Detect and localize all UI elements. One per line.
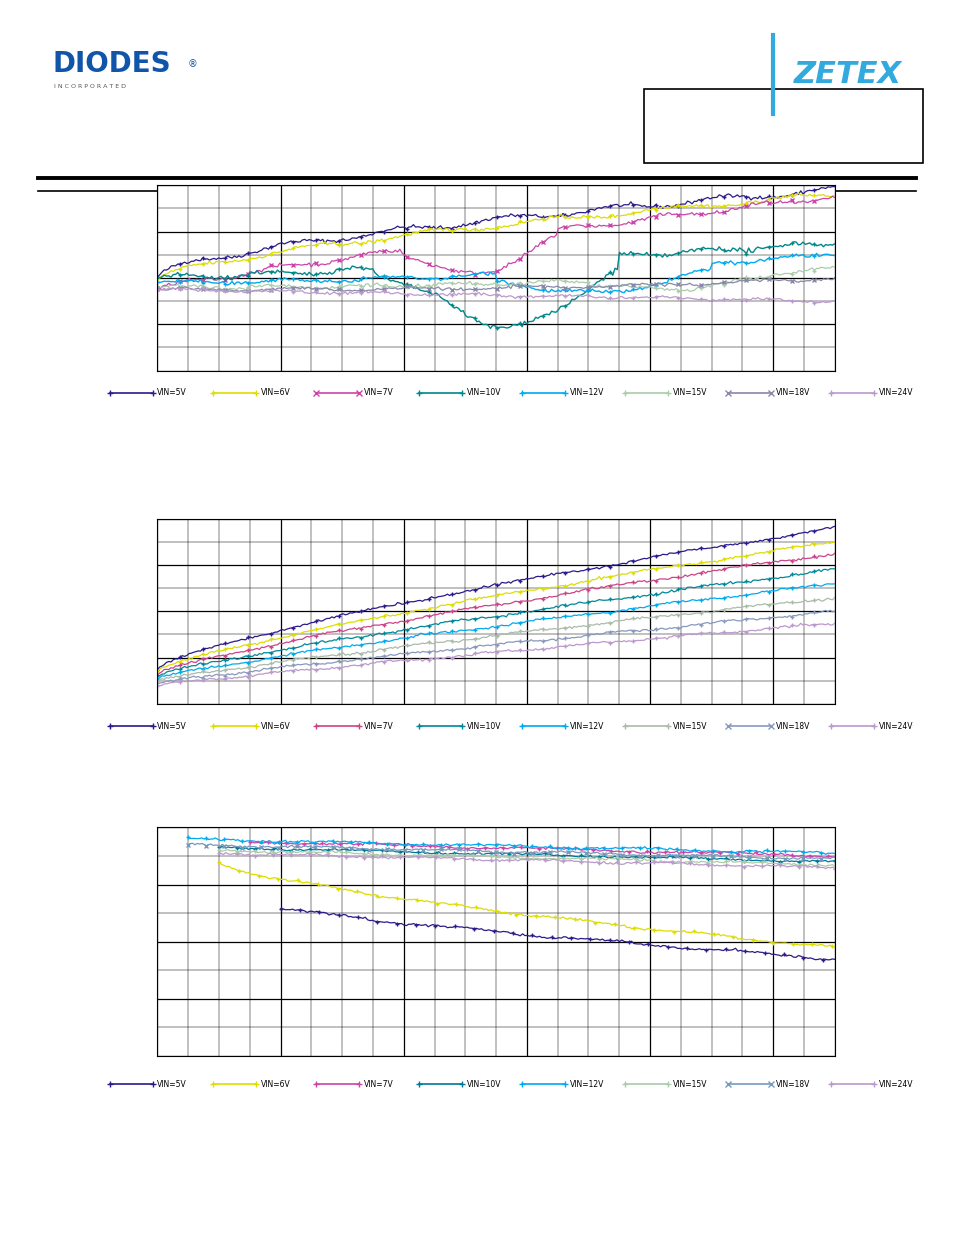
Text: ZETEX: ZETEX bbox=[793, 59, 901, 89]
Text: VIN=18V: VIN=18V bbox=[775, 1079, 809, 1089]
Text: VIN=24V: VIN=24V bbox=[878, 388, 912, 398]
Text: VIN=6V: VIN=6V bbox=[260, 1079, 290, 1089]
Text: VIN=10V: VIN=10V bbox=[466, 388, 500, 398]
Text: VIN=18V: VIN=18V bbox=[775, 388, 809, 398]
Text: I N C O R P O R A T E D: I N C O R P O R A T E D bbox=[54, 84, 126, 89]
Text: ®: ® bbox=[188, 58, 197, 69]
Text: VIN=7V: VIN=7V bbox=[363, 721, 393, 731]
Text: VIN=6V: VIN=6V bbox=[260, 388, 290, 398]
Text: VIN=7V: VIN=7V bbox=[363, 388, 393, 398]
Text: VIN=24V: VIN=24V bbox=[878, 721, 912, 731]
Text: VIN=15V: VIN=15V bbox=[672, 1079, 706, 1089]
Text: VIN=5V: VIN=5V bbox=[157, 388, 187, 398]
Text: VIN=15V: VIN=15V bbox=[672, 388, 706, 398]
Text: VIN=10V: VIN=10V bbox=[466, 1079, 500, 1089]
Text: VIN=5V: VIN=5V bbox=[157, 721, 187, 731]
Text: VIN=12V: VIN=12V bbox=[569, 1079, 603, 1089]
Text: VIN=6V: VIN=6V bbox=[260, 721, 290, 731]
Text: VIN=5V: VIN=5V bbox=[157, 1079, 187, 1089]
Text: VIN=10V: VIN=10V bbox=[466, 721, 500, 731]
Text: VIN=18V: VIN=18V bbox=[775, 721, 809, 731]
Text: VIN=7V: VIN=7V bbox=[363, 1079, 393, 1089]
Text: VIN=24V: VIN=24V bbox=[878, 1079, 912, 1089]
Text: VIN=15V: VIN=15V bbox=[672, 721, 706, 731]
Text: VIN=12V: VIN=12V bbox=[569, 388, 603, 398]
Text: DIODES: DIODES bbox=[52, 49, 171, 78]
Text: VIN=12V: VIN=12V bbox=[569, 721, 603, 731]
